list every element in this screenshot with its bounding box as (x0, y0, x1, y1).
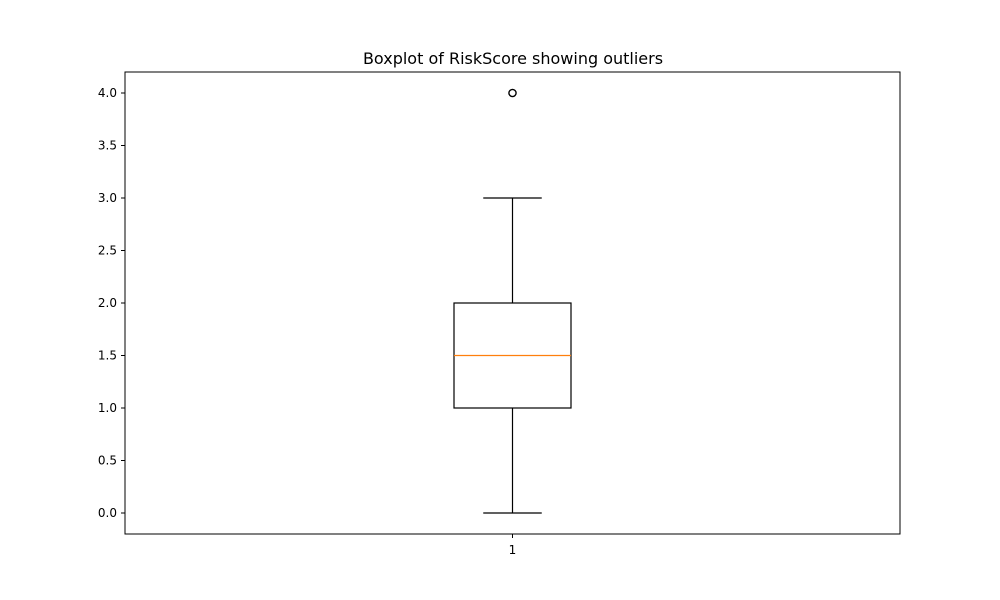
chart-title: Boxplot of RiskScore showing outliers (363, 49, 663, 68)
y-tick-label: 2.0 (98, 296, 117, 310)
outlier-point (508, 88, 517, 98)
y-tick-label: 4.0 (98, 86, 117, 100)
y-tick-label: 1.0 (98, 401, 117, 415)
plot-area: 0.0 0.5 1.0 1.5 2.0 2.5 3.0 3.5 4.0 1 (98, 71, 901, 557)
y-tick-label: 1.5 (98, 349, 117, 363)
y-tick-label: 3.5 (98, 139, 117, 153)
y-tick-label: 2.5 (98, 244, 117, 258)
x-tick-label: 1 (509, 543, 517, 557)
y-tick-label: 3.0 (98, 191, 117, 205)
y-tick-label: 0.5 (98, 454, 117, 468)
y-tick-label: 0.0 (98, 506, 117, 520)
